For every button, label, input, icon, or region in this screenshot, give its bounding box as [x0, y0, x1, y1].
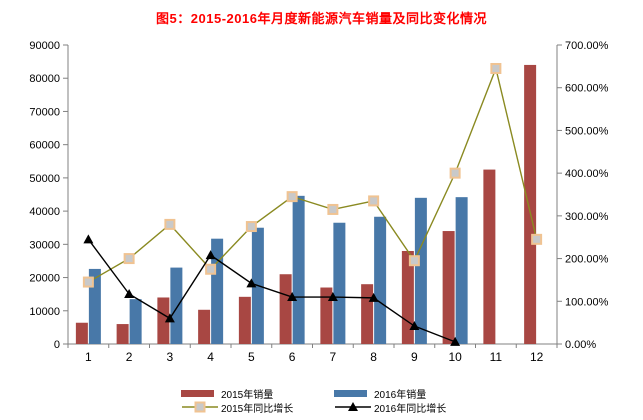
bar — [279, 274, 292, 344]
right-axis-tick-label: 400.00% — [565, 168, 609, 180]
line-2016-yoy — [83, 234, 461, 346]
square-marker — [82, 276, 94, 288]
square-marker — [164, 218, 176, 230]
legend-item-2016-yoy: 2016年同比增长 — [334, 400, 447, 415]
bars-2015-sales — [75, 64, 537, 344]
left-axis-tick-label: 50000 — [29, 173, 60, 185]
bar — [414, 197, 427, 344]
bar — [170, 267, 183, 344]
right-axis-tick-label: 700.00% — [565, 40, 609, 52]
left-axis-tick-label: 30000 — [29, 239, 60, 251]
bar — [157, 297, 170, 344]
x-axis-category-label: 11 — [490, 350, 503, 364]
x-axis-category-label: 4 — [207, 350, 214, 364]
bar — [75, 322, 88, 344]
legend-item-2016-sales: 2016年销量 — [334, 386, 446, 401]
legend-swatch-2016-yoy-line — [334, 401, 372, 413]
chart-title: 图5：2015-2016年月度新能源汽车销量及同比变化情况 — [156, 11, 487, 26]
bar — [88, 268, 101, 344]
legend-item-2015-sales: 2015年销量 — [181, 386, 293, 401]
left-axis-tick-label: 40000 — [29, 206, 60, 218]
bar — [320, 287, 333, 344]
right-axis-tick-label: 200.00% — [565, 254, 609, 266]
bar — [361, 284, 374, 344]
x-axis-category-label: 7 — [330, 350, 337, 364]
square-marker — [449, 167, 461, 179]
line-2015-yoy — [82, 62, 543, 288]
bar — [129, 299, 142, 344]
chart-canvas: 0 10000 20000 30000 40000 50000 60000 70000 8000… — [29, 40, 608, 364]
triangle-marker — [327, 292, 338, 302]
x-axis-category-label: 6 — [289, 350, 296, 364]
bar — [198, 309, 211, 344]
bar — [455, 197, 468, 344]
square-marker — [205, 263, 217, 275]
square-marker — [408, 255, 420, 267]
bar — [238, 296, 251, 344]
left-axis-tick-label: 90000 — [29, 40, 60, 52]
left-axis-tick-label: 10000 — [29, 306, 60, 318]
triangle-marker — [124, 289, 135, 299]
legend-item-2015-yoy: 2015年同比增长 — [181, 400, 294, 415]
x-axis-category-label: 5 — [248, 350, 255, 364]
legend-label-2016-sales: 2016年销量 — [374, 389, 427, 401]
bar — [116, 324, 129, 344]
x-axis-category-label: 9 — [411, 350, 418, 364]
right-axis-tick-label: 600.00% — [565, 83, 609, 95]
right-axis-tick-label: 100.00% — [565, 296, 609, 308]
bar — [374, 216, 387, 344]
right-axis-tick-label: 0.00% — [565, 339, 596, 351]
square-marker — [490, 62, 502, 74]
triangle-marker — [246, 278, 257, 288]
bar — [333, 222, 346, 344]
left-axis-tick-label: 70000 — [29, 106, 60, 118]
left-axis-tick-label: 0 — [54, 339, 60, 351]
triangle-marker — [368, 292, 379, 302]
x-axis-category-label: 10 — [448, 350, 462, 364]
triangle-marker — [164, 313, 175, 323]
left-axis-tick-label: 20000 — [29, 273, 60, 285]
triangle-marker — [287, 292, 298, 302]
right-axis-tick-label: 500.00% — [565, 125, 609, 137]
triangle-marker — [450, 336, 461, 346]
left-axis-tick-label: 60000 — [29, 140, 60, 152]
line-2015-yoy-path — [88, 66, 538, 283]
triangle-marker — [83, 234, 94, 244]
bar — [401, 250, 414, 344]
square-marker — [123, 253, 135, 265]
axes: 0 10000 20000 30000 40000 50000 60000 70000 8000… — [29, 40, 608, 364]
right-axis-tick-label: 300.00% — [565, 211, 609, 223]
square-marker — [327, 203, 339, 215]
square-marker — [245, 221, 257, 233]
square-marker — [286, 191, 298, 203]
bar — [524, 64, 537, 344]
bar — [442, 231, 455, 344]
x-axis-category-label: 8 — [370, 350, 377, 364]
square-marker — [531, 233, 543, 245]
triangle-marker — [409, 321, 420, 331]
legend-label-2015-sales: 2015年销量 — [221, 389, 274, 401]
x-axis-category-label: 3 — [167, 350, 174, 364]
line-2016-yoy-path — [87, 238, 456, 343]
bar — [292, 195, 305, 344]
square-marker — [368, 195, 380, 207]
legend-label-2016-yoy: 2016年同比增长 — [374, 403, 447, 415]
x-axis-category-label: 12 — [530, 350, 544, 364]
legend-swatch-2016-sales-bar — [334, 387, 372, 399]
x-axis-category-label: 2 — [126, 350, 133, 364]
x-axis-category-label: 1 — [85, 350, 92, 364]
bar — [483, 169, 496, 344]
left-axis-tick-label: 80000 — [29, 73, 60, 85]
legend-label-2015-yoy: 2015年同比增长 — [221, 403, 294, 415]
legend-swatch-2015-sales-bar — [181, 387, 219, 399]
triangle-marker — [205, 250, 216, 260]
legend-swatch-2015-yoy-line — [181, 401, 219, 413]
